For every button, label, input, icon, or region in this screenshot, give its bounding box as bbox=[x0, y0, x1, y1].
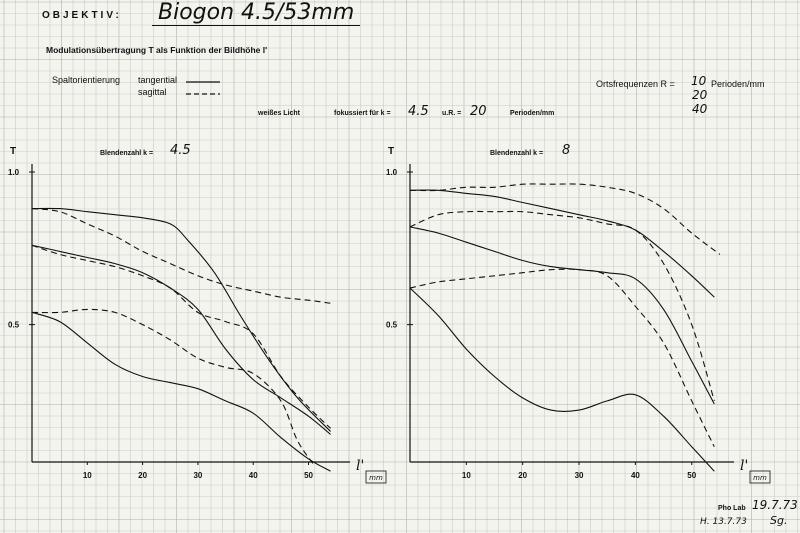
chart-2-x-tick-label: 10 bbox=[462, 471, 471, 480]
chart-1-series-6-dashed bbox=[31, 308, 315, 466]
chart-1-y-label: T bbox=[10, 146, 16, 157]
chart-1-x-label: l' bbox=[356, 458, 364, 474]
chart-2-series-3-solid bbox=[409, 226, 715, 405]
freq-value-2: 20 bbox=[692, 88, 708, 102]
chart-1-x-unit: mm bbox=[369, 474, 383, 482]
chart-2-y-tick-label: 1.0 bbox=[386, 168, 398, 177]
lab-date-2: H. 13.7.73 bbox=[700, 517, 747, 527]
chart-1-title-value: 4.5 bbox=[170, 143, 191, 158]
focus-ur: u.R. = bbox=[442, 110, 462, 117]
chart-1-y-tick-label: 1.0 bbox=[8, 168, 20, 177]
chart-2-x-unit-box bbox=[749, 470, 771, 484]
lab-date-1: 19.7.73 bbox=[752, 498, 798, 512]
chart-1-x-tick-label: 40 bbox=[249, 471, 258, 480]
chart-2-series-5-solid bbox=[409, 287, 715, 472]
freq-value-1: 10 bbox=[691, 74, 707, 88]
chart-2-x-tick-label: 50 bbox=[687, 471, 696, 480]
chart-1-series-3-solid bbox=[31, 244, 331, 435]
chart-2-series-2-dashed bbox=[409, 183, 721, 255]
chart-2-x-unit: mm bbox=[753, 474, 767, 482]
focus-k: 4.5 bbox=[408, 104, 429, 119]
chart-1-x-tick-label: 20 bbox=[138, 471, 147, 480]
lab-signature: Sg. bbox=[770, 514, 788, 527]
chart-2-title-prefix: Blendenzahl k = bbox=[490, 150, 544, 157]
chart-2-series-4-dashed bbox=[409, 210, 715, 402]
chart-2-y-label: T bbox=[388, 146, 394, 157]
legend-label: Spaltorientierung bbox=[52, 75, 121, 85]
chart-2-x-tick-label: 20 bbox=[518, 471, 527, 480]
lens-name: Biogon 4.5/53mm bbox=[152, 0, 361, 26]
chart-1-x-tick-label: 30 bbox=[193, 471, 202, 480]
chart-1-x-tick-label: 50 bbox=[304, 471, 313, 480]
freq-label: Ortsfrequenzen R = bbox=[596, 79, 675, 89]
freq-value-3: 40 bbox=[692, 102, 708, 116]
chart-1-title-prefix: Blendenzahl k = bbox=[100, 150, 154, 157]
chart-2-series-6-dashed bbox=[409, 268, 715, 447]
lab-label: Pho Lab bbox=[718, 505, 746, 512]
legend-solid-sample bbox=[186, 81, 220, 83]
chart-1-y-tick-label: 0.5 bbox=[8, 321, 20, 330]
legend-tangential: tangential bbox=[138, 75, 178, 85]
chart-2-y-tick-label: 0.5 bbox=[386, 321, 398, 330]
focus-label: fokussiert für k = bbox=[334, 110, 391, 117]
focus-unit: Perioden/mm bbox=[510, 110, 555, 117]
legend-dashed-sample bbox=[186, 93, 220, 95]
chart-2-x-tick-label: 30 bbox=[575, 471, 584, 480]
subtitle: Modulationsübertragung T als Funktion de… bbox=[46, 45, 268, 55]
chart-1-x-tick-label: 10 bbox=[83, 471, 92, 480]
freq-unit: Perioden/mm bbox=[711, 79, 765, 89]
focus-light: weißes Licht bbox=[258, 110, 301, 117]
focus-r: 20 bbox=[470, 104, 487, 119]
chart-1-series-2-dashed bbox=[31, 208, 331, 304]
chart-2-title-value: 8 bbox=[562, 143, 571, 158]
chart-1-x-unit-box bbox=[365, 470, 387, 484]
chart-2-x-label: l' bbox=[740, 458, 748, 474]
chart-2-x-tick-label: 40 bbox=[631, 471, 640, 480]
chart-1-series-4-dashed bbox=[31, 244, 331, 429]
chart-1-series-1-solid bbox=[31, 207, 331, 432]
chart-1-series-5-solid bbox=[31, 311, 331, 472]
chart-2-series-1-solid bbox=[409, 189, 715, 298]
legend-sagittal: sagittal bbox=[138, 87, 167, 97]
objektiv-label: OBJEKTIV: bbox=[42, 10, 122, 21]
